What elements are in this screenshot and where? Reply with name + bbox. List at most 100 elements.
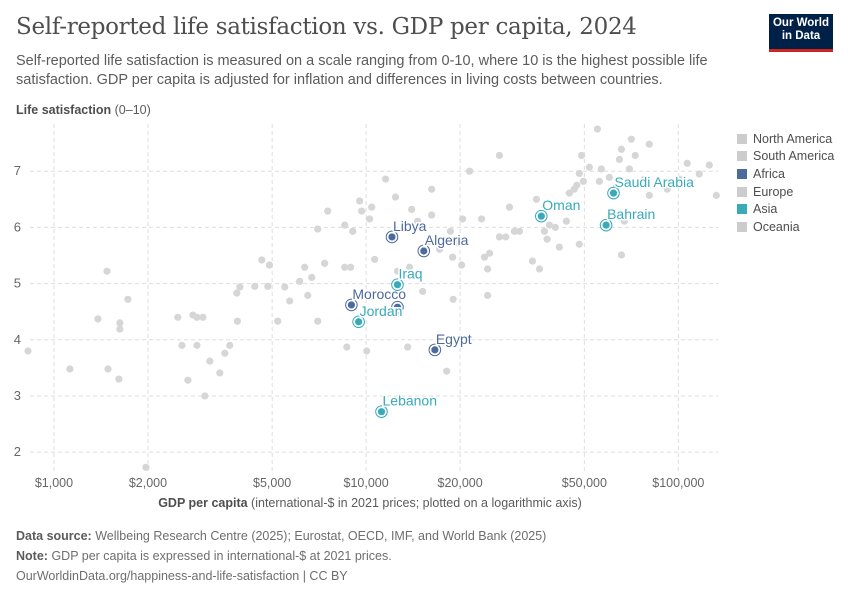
owid-logo[interactable]: Our World in Data (769, 14, 833, 52)
data-point (645, 191, 653, 199)
data-point (446, 227, 455, 235)
data-point (391, 193, 400, 201)
data-point (457, 261, 466, 269)
data-point (115, 375, 123, 383)
data-point (675, 175, 683, 183)
logo-line1: Our World (772, 17, 829, 29)
data-point (199, 313, 207, 321)
data-point (24, 347, 32, 355)
data-point (341, 221, 349, 229)
data-point (593, 125, 602, 133)
data-label: Lebanon (383, 393, 438, 409)
data-point (308, 273, 316, 281)
data-point (578, 151, 586, 160)
data-point (314, 225, 322, 233)
data-point (381, 175, 390, 183)
data-point-iraq (393, 281, 402, 289)
legend-label: Oceania (753, 219, 800, 234)
data-point (705, 161, 713, 169)
data-point (274, 317, 282, 325)
data-point (174, 313, 182, 321)
x-tick-label: $20,000 (438, 476, 483, 490)
data-point (683, 159, 691, 167)
data-point (453, 239, 462, 247)
data-point (104, 365, 112, 373)
x-tick-label: $2,000 (129, 476, 167, 490)
data-point (184, 376, 192, 384)
data-point (201, 392, 209, 400)
x-axis-label-bold: GDP per capita (158, 496, 248, 510)
data-label: Iraq (398, 266, 422, 282)
legend-item-south-america[interactable]: South America (737, 148, 834, 166)
legend-swatch (737, 204, 747, 215)
data-point (515, 227, 524, 235)
data-label: Bahrain (607, 206, 655, 222)
data-point (304, 291, 312, 299)
x-tick-label: $100,000 (652, 476, 704, 490)
legend-swatch (737, 151, 747, 162)
data-point (419, 287, 427, 296)
data-point (585, 163, 593, 171)
legend-label: South America (753, 149, 835, 164)
data-point (617, 145, 626, 153)
data-point (640, 175, 648, 183)
data-point (625, 165, 633, 173)
data-point (296, 277, 304, 285)
chart-title: Self-reported life satisfaction vs. GDP … (16, 14, 637, 40)
legend-swatch (737, 133, 747, 144)
data-point-libya (388, 233, 396, 241)
data-point (233, 317, 242, 325)
data-point (355, 197, 364, 205)
data-point (575, 169, 583, 178)
data-point (712, 191, 720, 199)
data-point (393, 267, 402, 275)
data-point (258, 256, 266, 264)
data-point-africa (393, 303, 402, 311)
data-point (535, 265, 544, 273)
data-point-oman (537, 212, 545, 220)
data-point (321, 259, 329, 267)
data-point (483, 265, 492, 273)
data-point (528, 257, 537, 265)
data-point (404, 343, 412, 351)
legend-item-africa[interactable]: Africa (737, 165, 834, 183)
data-point (347, 263, 355, 271)
data-point-saudi-arabia (609, 189, 618, 197)
data-point (414, 217, 422, 225)
data-point (645, 140, 653, 148)
data-point (341, 263, 349, 271)
data-point (371, 255, 379, 264)
data-point (505, 203, 514, 211)
data-label: Oman (542, 197, 580, 213)
data-point (124, 295, 132, 303)
data-point (627, 135, 635, 143)
data-point (545, 221, 554, 229)
data-point (631, 151, 639, 160)
data-point (562, 217, 570, 225)
data-point (349, 227, 357, 235)
legend-swatch (737, 186, 747, 197)
logo-line2: in Data (781, 30, 821, 42)
data-point (408, 205, 416, 214)
y-tick-label: 3 (14, 388, 21, 403)
data-point (495, 233, 504, 241)
source-url-link[interactable]: OurWorldinData.org/happiness-and-life-sa… (16, 569, 348, 583)
data-point (459, 215, 467, 223)
data-point (301, 263, 309, 271)
data-point (565, 189, 573, 197)
legend-item-europe[interactable]: Europe (737, 183, 834, 201)
data-point (555, 243, 563, 251)
data-point (543, 235, 551, 243)
data-point (216, 369, 224, 377)
data-point (366, 215, 374, 223)
data-point (551, 223, 559, 231)
data-point (314, 317, 322, 325)
legend-swatch (737, 221, 747, 232)
legend-item-north-america[interactable]: North America (737, 130, 834, 148)
legend-item-asia[interactable]: Asia (737, 200, 834, 218)
data-point (615, 155, 624, 163)
data-point (510, 227, 519, 235)
data-point (695, 170, 703, 178)
legend-item-oceania[interactable]: Oceania (737, 218, 834, 236)
data-point (595, 177, 603, 185)
